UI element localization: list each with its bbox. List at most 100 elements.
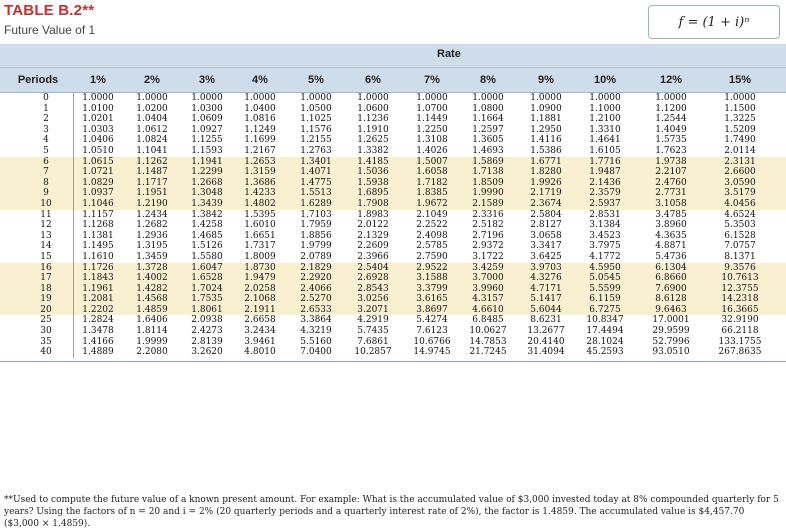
factor-cell: 9.3576	[724, 262, 756, 273]
factor-cell: 1.4166	[82, 336, 114, 347]
factor-cell: 1.1699	[244, 135, 276, 146]
rate-column-header: 7%	[424, 74, 440, 86]
factor-cell: 28.1024	[586, 336, 624, 347]
factor-cell: 12.3755	[721, 283, 759, 294]
factor-cell: 1.9990	[472, 188, 504, 199]
factor-cell: 1.6651	[244, 230, 276, 241]
factor-cell: 1.1249	[244, 124, 276, 135]
formula-box: f = (1 + i)ⁿ	[648, 5, 780, 39]
factor-cell: 1.1500	[724, 103, 756, 114]
column-header-row: Periods 1% 2% 3% 4% 5% 6% 7% 8% 9% 10% 12% 15%	[0, 67, 786, 93]
period-cell: 20	[40, 304, 52, 315]
factor-cell: 1.6047	[191, 262, 223, 273]
factor-cell: 1.0000	[82, 93, 114, 103]
factor-cell: 3.0256	[357, 294, 389, 305]
factor-cell: 17.4494	[586, 326, 624, 337]
period-cell: 17	[40, 273, 52, 284]
table-body: 0 1.0000 1.0000 1.0000 1.0000 1.0000 1.0000 1.0…	[0, 93, 786, 362]
table-row: 0 1.0000 1.0000 1.0000 1.0000 1.0000 1.0000 1.0…	[0, 93, 786, 104]
factor-cell: 1.1843	[82, 273, 114, 284]
factor-cell: 5.1417	[530, 294, 562, 305]
table-subtitle: Future Value of 1	[4, 23, 96, 37]
rate-column-header: 10%	[593, 74, 617, 86]
factor-cell: 1.0300	[191, 103, 223, 114]
factor-cell: 1.0000	[300, 93, 332, 103]
factor-cell: 1.5869	[472, 156, 504, 167]
factor-cell: 5.3503	[724, 220, 756, 231]
factor-cell: 1.2299	[191, 167, 223, 178]
factor-cell: 1.6289	[300, 198, 332, 209]
factor-cell: 20.4140	[527, 336, 565, 347]
factor-cell: 1.0000	[589, 93, 621, 103]
factor-cell: 1.5386	[530, 145, 562, 156]
factor-cell: 4.3635	[655, 230, 687, 241]
factor-cell: 1.3108	[416, 135, 448, 146]
factor-cell: 1.1726	[82, 262, 114, 273]
factor-cell: 1.7317	[244, 241, 276, 252]
factor-cell: 2.1049	[416, 209, 448, 220]
factor-cell: 2.6600	[724, 167, 756, 178]
factor-cell: 2.0122	[357, 220, 389, 231]
factor-cell: 1.4002	[136, 273, 168, 284]
factor-cell: 1.5938	[357, 177, 389, 188]
factor-cell: 21.7245	[469, 347, 507, 358]
factor-cell: 2.2080	[136, 347, 168, 358]
factor-cell: 1.2250	[416, 124, 448, 135]
factor-cell: 1.1941	[191, 156, 223, 167]
factor-cell: 8.6128	[655, 294, 687, 305]
factor-cell: 2.7731	[655, 188, 687, 199]
factor-cell: 5.4274	[416, 315, 448, 326]
factor-cell: 1.6895	[357, 188, 389, 199]
factor-cell: 1.4185	[357, 156, 389, 167]
factor-cell: 1.2625	[357, 135, 389, 146]
factor-cell: 1.2155	[300, 135, 332, 146]
table-title: TABLE B.2**	[4, 2, 95, 19]
factor-cell: 1.6528	[191, 273, 223, 284]
factor-cell: 3.3799	[416, 283, 448, 294]
period-cell: 9	[43, 188, 49, 199]
factor-cell: 1.4049	[655, 124, 687, 135]
factor-cell: 66.2118	[721, 326, 759, 337]
factor-cell: 1.1576	[300, 124, 332, 135]
factor-cell: 2.2522	[416, 220, 448, 231]
factor-cell: 1.0000	[655, 93, 687, 103]
factor-cell: 1.0303	[82, 124, 114, 135]
factor-cell: 2.4066	[300, 283, 332, 294]
factor-cell: 4.3157	[472, 294, 504, 305]
factor-cell: 5.0545	[589, 273, 621, 284]
table-row: 10 1.1046 1.2190 1.3439 1.4802 1.6289 1.7908 1.…	[0, 198, 786, 210]
factor-cell: 10.2857	[354, 347, 392, 358]
factor-cell: 6.7275	[589, 304, 621, 315]
factor-cell: 1.3605	[472, 135, 504, 146]
factor-cell: 1.2544	[655, 114, 687, 125]
factor-cell: 1.6406	[136, 315, 168, 326]
factor-cell: 5.5160	[300, 336, 332, 347]
factor-cell: 1.1268	[82, 220, 114, 231]
factor-cell: 1.0700	[416, 103, 448, 114]
factor-cell: 3.8697	[416, 304, 448, 315]
period-cell: 13	[40, 230, 52, 241]
factor-cell: 1.3401	[300, 156, 332, 167]
table-row: 25 1.2824 1.6406 2.0938 2.6658 3.3864 4.2919 5.…	[0, 315, 786, 326]
period-cell: 5	[43, 145, 49, 156]
factor-cell: 2.4273	[191, 326, 223, 337]
factor-cell: 1.6771	[530, 156, 562, 167]
factor-cell: 7.6900	[655, 283, 687, 294]
factor-cell: 1.0510	[82, 145, 114, 156]
factor-cell: 3.1588	[416, 273, 448, 284]
factor-cell: 1.0000	[416, 93, 448, 103]
factor-cell: 1.4685	[191, 230, 223, 241]
period-cell: 10	[40, 198, 52, 209]
period-cell: 40	[40, 347, 52, 358]
factor-cell: 3.6425	[530, 251, 562, 262]
factor-cell: 1.0937	[82, 188, 114, 199]
factor-cell: 1.0000	[136, 93, 168, 103]
rate-header-band: Rate	[0, 44, 786, 67]
factor-cell: 1.9926	[530, 177, 562, 188]
factor-cell: 1.3728	[136, 262, 168, 273]
factor-cell: 2.1329	[357, 230, 389, 241]
factor-cell: 1.0824	[136, 135, 168, 146]
factor-cell: 1.5735	[655, 135, 687, 146]
factor-cell: 1.1236	[357, 114, 389, 125]
factor-cell: 3.6165	[416, 294, 448, 305]
